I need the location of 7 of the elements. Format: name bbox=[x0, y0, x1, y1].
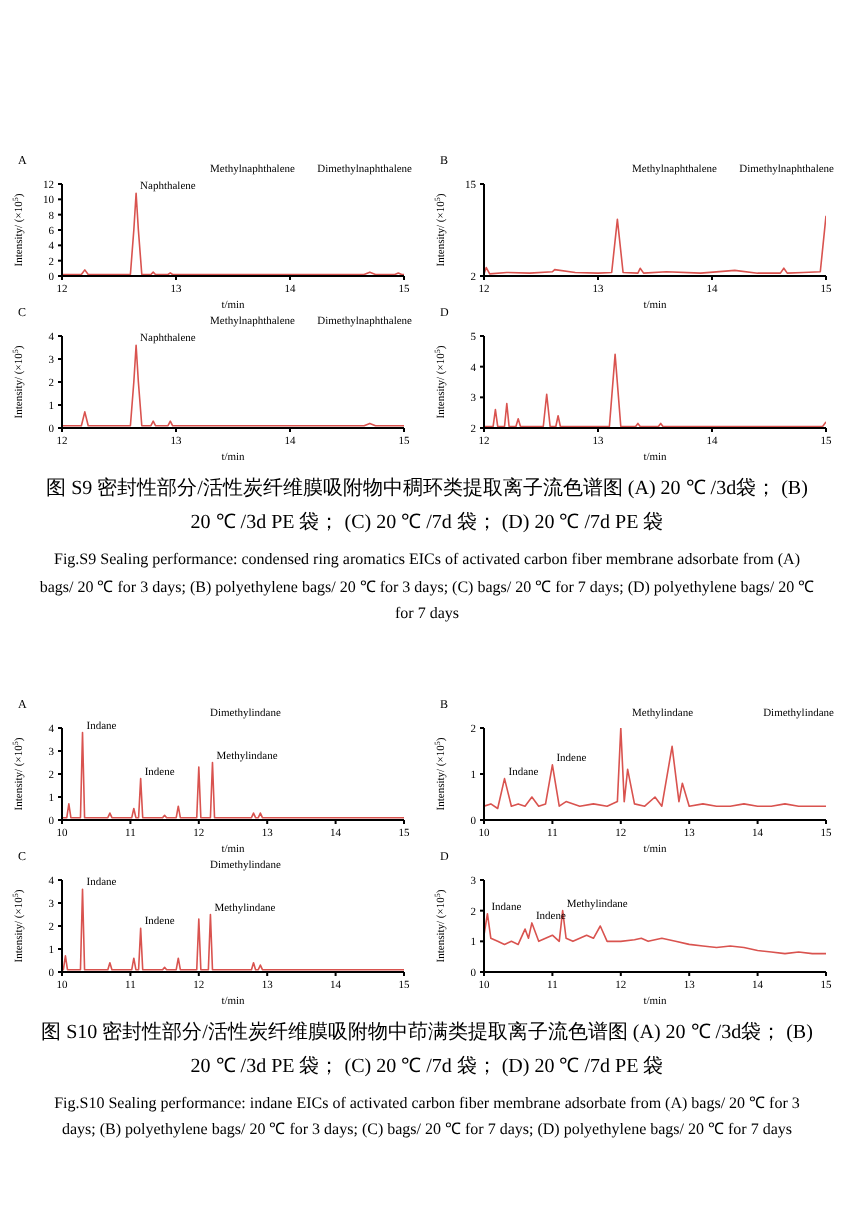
caption: Fig.S9 Sealing performance: condensed ring aromatics EICs of activated carbon fiber membrane adsorbate from (A) bags/ 20 ℃ for 3 days; (B) polyethylene bags/ 20 ℃ for 3 days; (C) bags/ 20 ℃ for 7 days; (D) polyethylene bags/ 20 ℃ for 7 days bbox=[37, 548, 817, 627]
caption: 图 S9 密封性部分/活性炭纤维膜吸附物中稠环类提取离子流色谱图 (A) 20 ℃ /3d袋； (B) 20 ℃ /3d PE 袋； (C) 20 ℃ /7d 袋； (D) 20 ℃ /7d PE 袋 bbox=[44, 475, 810, 538]
caption: Fig.S10 Sealing performance: indane EICs of activated carbon fiber membrane adsorbate from (A) bags/ 20 ℃ for 3 days; (B) polyethylene bags/ 20 ℃ for 3 days; (C) bags/ 20 ℃ for 7 days; (D) polyethylene bags/ 20 ℃ for 7 days bbox=[52, 1091, 802, 1143]
line-series bbox=[484, 727, 826, 809]
line-series bbox=[484, 909, 826, 954]
line-series bbox=[62, 731, 404, 819]
caption: 图 S10 密封性部分/活性炭纤维膜吸附物中茚满类提取离子流色谱图 (A) 20 ℃ /3d袋； (B) 20 ℃ /3d PE 袋； (C) 20 ℃ /7d 袋； (D) 20 ℃ /7d PE 袋 bbox=[39, 1019, 815, 1082]
